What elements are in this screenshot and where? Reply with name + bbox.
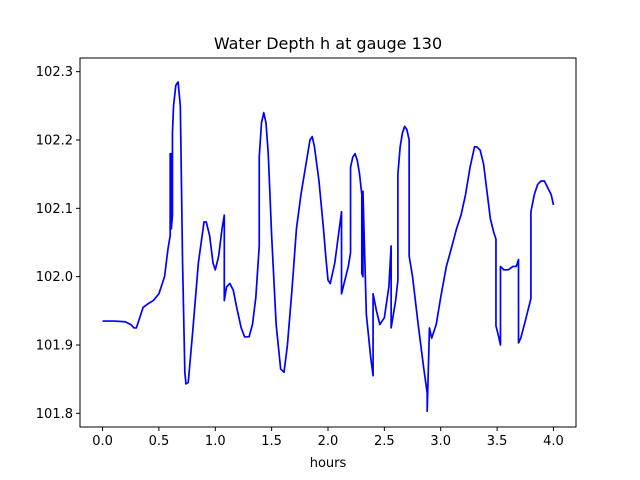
y-tick-label: 102.0: [36, 270, 73, 285]
y-tick-label: 102.2: [36, 134, 73, 149]
x-tick-label: 3.5: [487, 434, 508, 449]
x-tick-label: 4.0: [543, 434, 564, 449]
x-axis: 0.0 0.5 1.0 1.5 2.0 2.5 3.0 3.5 4.0: [92, 427, 564, 449]
x-tick-label: 1.5: [261, 434, 282, 449]
x-tick-label: 2.0: [318, 434, 339, 449]
x-tick-label: 1.0: [205, 434, 226, 449]
x-tick-label: 0.5: [149, 434, 170, 449]
x-axis-label: hours: [310, 456, 347, 471]
x-tick-label: 0.0: [92, 434, 113, 449]
y-tick-label: 102.3: [36, 65, 73, 80]
x-tick-label: 2.5: [374, 434, 395, 449]
y-tick-label: 101.9: [36, 339, 73, 354]
chart-title: Water Depth h at gauge 130: [214, 34, 442, 53]
series-line-0: [102, 81, 555, 413]
x-tick-label: 3.0: [430, 434, 451, 449]
data-layer: [102, 81, 555, 413]
y-axis: 101.8 101.9 102.0 102.1 102.2 102.3: [36, 65, 80, 422]
y-tick-label: 101.8: [36, 407, 73, 422]
y-tick-label: 102.1: [36, 202, 73, 217]
